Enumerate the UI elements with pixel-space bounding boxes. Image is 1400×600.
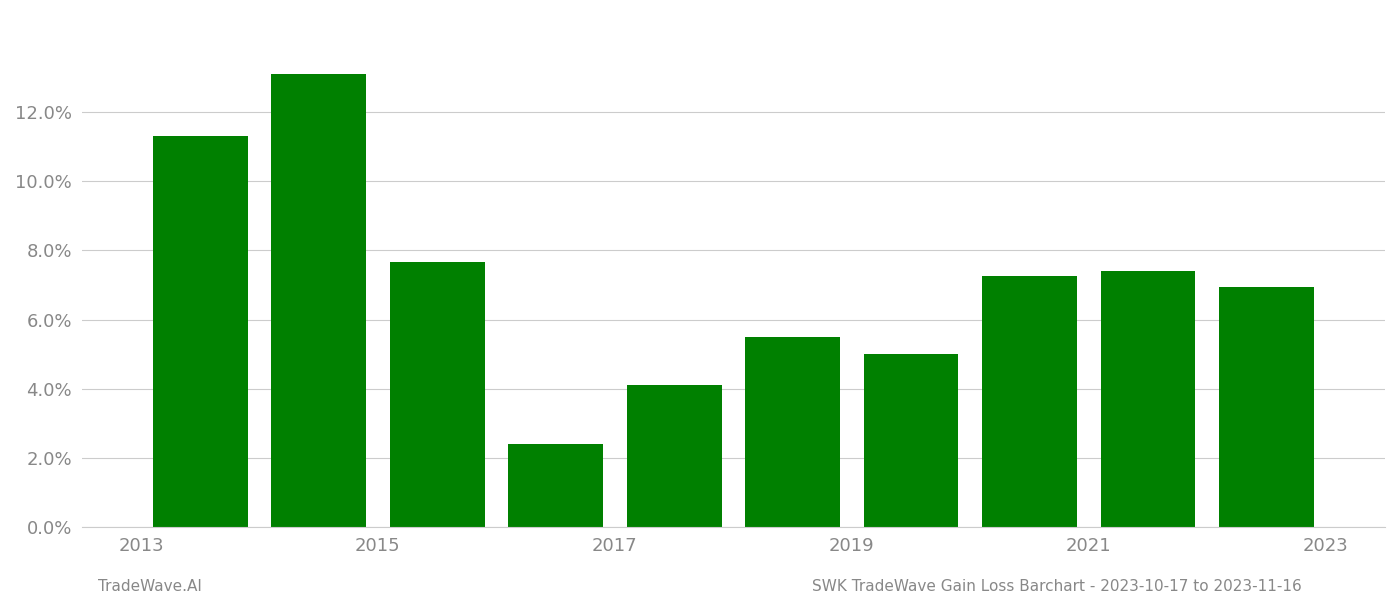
Bar <box>627 385 721 527</box>
Bar <box>153 136 248 527</box>
Bar <box>272 74 365 527</box>
Bar <box>508 444 603 527</box>
Text: TradeWave.AI: TradeWave.AI <box>98 579 202 594</box>
Text: SWK TradeWave Gain Loss Barchart - 2023-10-17 to 2023-11-16: SWK TradeWave Gain Loss Barchart - 2023-… <box>812 579 1302 594</box>
Bar <box>864 354 959 527</box>
Bar <box>983 277 1077 527</box>
Bar <box>389 262 484 527</box>
Bar <box>745 337 840 527</box>
Bar <box>1100 271 1196 527</box>
Bar <box>1219 287 1315 527</box>
